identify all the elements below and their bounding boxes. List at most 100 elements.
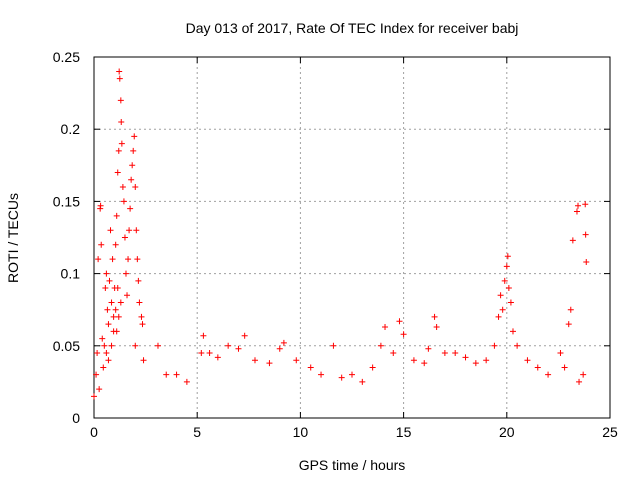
data-point — [103, 350, 110, 357]
data-point — [431, 313, 438, 320]
data-point — [241, 332, 248, 339]
x-tick-label: 5 — [193, 424, 201, 440]
data-point — [582, 201, 589, 208]
data-point — [132, 183, 139, 190]
data-point — [575, 202, 582, 209]
data-point — [280, 339, 287, 346]
data-point — [105, 321, 112, 328]
data-point — [107, 227, 114, 234]
data-point — [118, 140, 125, 147]
data-point — [106, 277, 113, 284]
data-point — [138, 313, 145, 320]
y-tick-label: 0 — [72, 410, 80, 426]
data-point — [495, 313, 502, 320]
y-axis-label: ROTI / TECUs — [5, 193, 21, 283]
data-point — [115, 147, 122, 154]
data-point — [349, 371, 355, 378]
data-point — [97, 202, 104, 209]
data-point — [116, 75, 123, 82]
axis-ticks: 0 5 10 15 20 25 0 0.05 0.1 0.15 0.2 0.25 — [53, 49, 618, 440]
data-point — [576, 378, 583, 385]
data-point — [561, 364, 568, 371]
data-point — [91, 393, 97, 400]
data-point — [129, 162, 136, 169]
data-point — [117, 299, 124, 306]
data-point — [124, 292, 131, 299]
data-point — [93, 371, 100, 378]
data-point — [200, 332, 207, 339]
data-point — [99, 335, 106, 342]
data-point — [214, 354, 221, 361]
data-point — [410, 357, 417, 364]
data-point — [266, 360, 273, 367]
data-point — [136, 299, 143, 306]
data-point — [567, 306, 574, 313]
data-point — [112, 306, 119, 313]
data-point — [359, 378, 366, 385]
data-point — [524, 357, 531, 364]
data-point — [126, 227, 133, 234]
data-point — [140, 357, 147, 364]
data-point — [505, 285, 512, 292]
data-point — [198, 350, 205, 357]
y-tick-label: 0.1 — [61, 266, 81, 282]
data-point — [117, 97, 124, 104]
data-point — [583, 259, 590, 266]
data-point — [103, 270, 110, 277]
data-point — [116, 68, 123, 75]
data-point — [125, 256, 132, 263]
x-axis-label: GPS time / hours — [299, 457, 406, 473]
data-point — [120, 198, 127, 205]
y-tick-label: 0.15 — [53, 193, 80, 209]
data-point — [501, 277, 508, 284]
data-point — [400, 331, 407, 338]
data-point — [98, 241, 105, 248]
data-point — [133, 227, 140, 234]
data-point — [119, 183, 126, 190]
data-point — [139, 321, 146, 328]
x-tick-label: 10 — [293, 424, 309, 440]
data-point — [131, 133, 138, 140]
data-point — [100, 364, 107, 371]
y-tick-label: 0.05 — [53, 338, 80, 354]
data-point — [135, 277, 142, 284]
data-point — [377, 342, 384, 349]
data-point — [154, 342, 161, 349]
grid — [94, 57, 610, 418]
data-point — [95, 256, 102, 263]
data-point — [128, 176, 135, 183]
x-tick-label: 0 — [90, 424, 98, 440]
data-point — [503, 263, 510, 270]
data-point — [382, 324, 389, 331]
x-tick-label: 25 — [602, 424, 618, 440]
data-point — [580, 371, 587, 378]
data-point — [235, 345, 242, 352]
data-point — [504, 253, 511, 260]
data-point — [330, 342, 337, 349]
data-point — [251, 357, 258, 364]
data-point — [483, 357, 490, 364]
data-point — [105, 357, 112, 364]
data-point — [565, 321, 572, 328]
data-point — [545, 371, 552, 378]
data-point — [110, 313, 117, 320]
data-point — [132, 342, 139, 349]
data-points — [91, 68, 590, 400]
data-point — [163, 371, 170, 378]
data-point — [114, 169, 121, 176]
data-point — [173, 371, 180, 378]
data-point — [127, 205, 134, 212]
x-tick-label: 20 — [499, 424, 515, 440]
data-point — [452, 350, 459, 357]
data-point — [104, 306, 111, 313]
data-point — [582, 231, 589, 238]
data-point — [573, 208, 580, 215]
data-point — [441, 350, 448, 357]
data-point — [112, 241, 119, 248]
data-point — [396, 318, 403, 325]
x-tick-label: 15 — [396, 424, 412, 440]
data-point — [425, 345, 432, 352]
data-point — [569, 237, 576, 244]
data-point — [421, 360, 428, 367]
